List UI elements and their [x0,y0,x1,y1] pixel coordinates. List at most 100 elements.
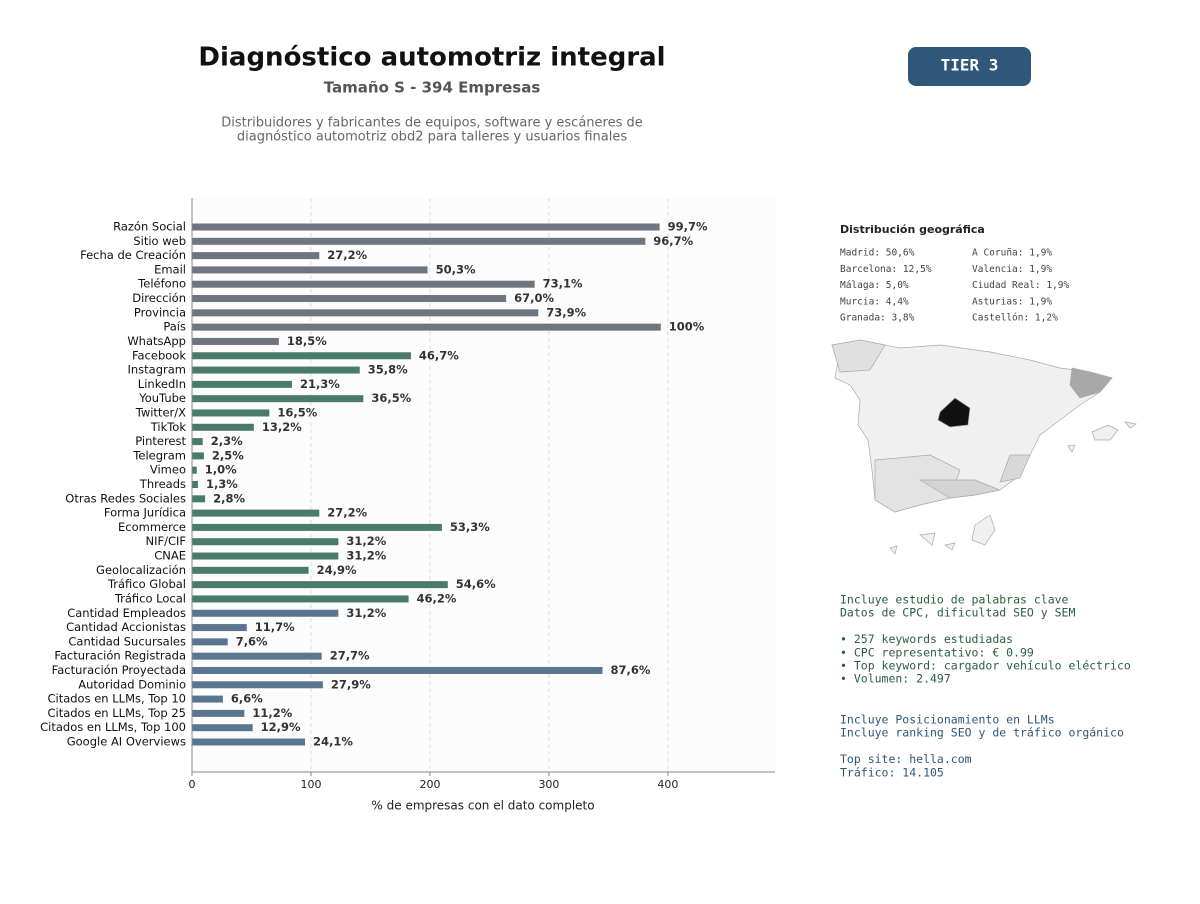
llm-line: Incluye Posicionamiento en LLMs [840,713,1055,727]
geo-item: Valencia: 1,9% [972,264,1052,275]
llm-line: Tráfico: 14.105 [840,765,944,779]
value-label: 35,8% [368,363,408,377]
x-label: % de empresas con el dato completo [371,799,594,813]
x-tick-label: 300 [538,778,559,791]
bar [192,252,320,260]
keyword-line: • Volumen: 2.497 [840,672,951,686]
island [1124,421,1137,429]
value-label: 46,7% [419,348,459,362]
value-label: 67,0% [514,291,554,305]
bar [192,566,309,574]
keyword-line: • Top keyword: cargador vehículo eléctri… [840,659,1131,673]
x-tick-label: 400 [657,778,678,791]
bar [192,738,306,746]
bar [192,266,428,274]
bar [192,395,364,403]
y-tick-label: Sitio web [133,234,186,248]
bar [192,523,442,531]
geo-item: Castellón: 1,2% [972,313,1058,324]
y-tick-label: Forma Jurídica [104,506,186,520]
badge [908,47,1031,86]
y-tick-label: Ecommerce [118,520,186,534]
bar [192,352,411,360]
bar [192,452,204,460]
value-label: 53,3% [450,520,490,534]
geo-item: Madrid: 50,6% [840,248,915,259]
y-tick-label: Tráfico Global [107,577,186,591]
geo-item: Málaga: 5,0% [840,280,909,291]
bar [192,309,539,317]
bar [192,624,247,632]
value-label: 2,8% [213,491,245,505]
keyword-line: • 257 keywords estudiadas [840,632,1013,646]
bar [192,538,339,546]
island [919,532,936,546]
value-label: 2,5% [212,448,244,462]
bar [192,681,323,689]
geo-item: Ciudad Real: 1,9% [972,280,1070,291]
bar [192,695,223,703]
y-tick-label: Dirección [132,291,186,305]
y-tick-label: Twitter/X [135,405,186,419]
value-label: 27,7% [330,649,370,663]
y-tick-label: WhatsApp [127,334,186,348]
description: Distribuidores y fabricantes de equipos,… [221,116,643,131]
keyword-line: Datos de CPC, dificultad SEO y SEM [840,606,1075,620]
bar [192,509,320,517]
bar [192,581,448,589]
value-label: 54,6% [456,577,496,591]
bar [192,709,245,717]
keyword-line: • CPC representativo: € 0.99 [840,645,1034,659]
y-tick-label: Otras Redes Sociales [65,491,186,505]
y-tick-label: Razón Social [113,220,186,234]
bar [192,466,197,474]
value-label: 12,9% [261,720,301,734]
y-tick-label: Pinterest [135,434,186,448]
bar [192,666,603,674]
bar [192,237,646,245]
llm-line: Top site: hella.com [840,752,972,766]
y-tick-label: Facturación Proyectada [52,663,186,677]
y-tick-label: Email [154,262,186,276]
y-tick-label: Cantidad Accionistas [66,620,186,634]
bar [192,223,660,231]
badge-text: TIER 3 [941,56,999,75]
bar [192,438,203,446]
value-label: 21,3% [300,377,340,391]
island [889,545,898,555]
geo-item: Murcia: 4,4% [840,296,909,307]
value-label: 31,2% [346,549,386,563]
region [874,454,961,513]
bar [192,409,270,417]
region [999,454,1031,483]
bar [192,423,254,431]
x-tick-label: 0 [189,778,196,791]
geo-item: A Coruña: 1,9% [972,248,1052,259]
description: diagnóstico automotriz obd2 para tallere… [237,130,628,145]
y-tick-label: YouTube [138,391,186,405]
geo-item: Asturias: 1,9% [972,296,1052,307]
value-label: 11,7% [255,620,295,634]
y-tick-label: Citados en LLMs, Top 100 [40,720,186,734]
y-tick-label: Fecha de Creación [80,248,186,262]
y-tick-label: TikTok [150,420,187,434]
bar [192,280,535,288]
x-tick-label: 200 [419,778,440,791]
bar [192,638,228,646]
bar [192,481,198,488]
subtitle: Tamaño S - 394 Empresas [324,79,541,97]
y-tick-label: Threads [139,477,186,491]
y-tick-label: Geolocalización [96,563,186,577]
value-label: 73,9% [546,305,586,319]
y-tick-label: Vimeo [150,463,186,477]
bar [192,724,253,732]
value-label: 7,6% [236,634,268,648]
bar [192,609,339,617]
y-tick-label: Tráfico Local [114,591,186,605]
value-label: 50,3% [436,262,476,276]
bar [192,323,661,331]
region [918,479,1002,499]
island [971,514,996,546]
y-tick-label: Cantidad Sucursales [68,634,186,648]
region [937,397,971,428]
